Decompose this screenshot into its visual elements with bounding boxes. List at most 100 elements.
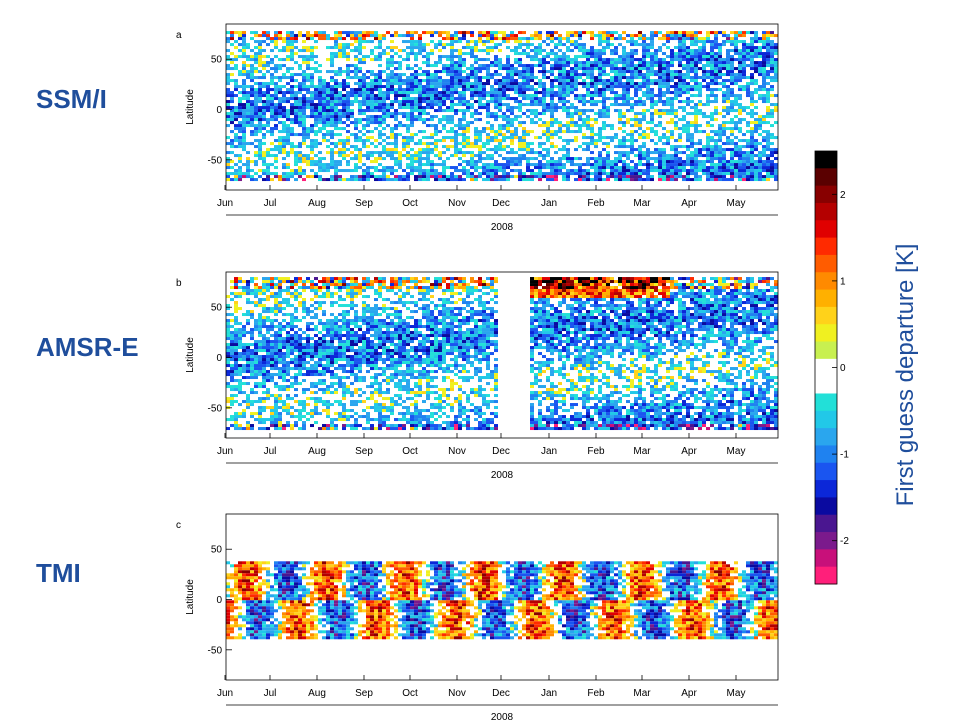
heatmap-cell: [482, 157, 486, 161]
heatmap-cell: [466, 160, 470, 164]
heatmap-cell: [378, 70, 382, 74]
heatmap-cell: [722, 106, 726, 110]
heatmap-cell: [266, 151, 270, 155]
heatmap-cell: [378, 136, 382, 140]
heatmap-cell: [446, 43, 450, 47]
heatmap-cell: [374, 109, 378, 113]
heatmap-cell: [330, 277, 334, 281]
heatmap-cell: [722, 73, 726, 77]
heatmap-cell: [646, 49, 650, 53]
heatmap-cell: [286, 97, 290, 101]
heatmap-cell: [262, 67, 266, 71]
heatmap-cell: [242, 106, 246, 110]
heatmap-cell: [634, 94, 638, 98]
heatmap-cell: [486, 127, 490, 131]
heatmap-cell: [410, 88, 414, 92]
heatmap-cell: [682, 160, 686, 164]
heatmap-cell: [606, 172, 610, 176]
heatmap-cell: [766, 43, 770, 47]
heatmap-cell: [642, 43, 646, 47]
heatmap-cell: [338, 148, 342, 152]
heatmap-cell: [278, 136, 282, 140]
heatmap-cell: [338, 154, 342, 158]
heatmap-cell: [242, 148, 246, 152]
heatmap-cell: [406, 124, 410, 128]
heatmap-cell: [582, 46, 586, 50]
heatmap-cell: [446, 277, 450, 281]
heatmap-cell: [254, 133, 258, 137]
heatmap-cell: [262, 85, 266, 89]
heatmap-cell: [326, 106, 330, 110]
heatmap-cell: [274, 166, 278, 170]
heatmap-cell: [630, 61, 634, 65]
heatmap-cell: [626, 76, 630, 80]
heatmap-cell: [242, 112, 246, 116]
heatmap-cell: [526, 79, 530, 83]
heatmap-cell: [398, 175, 402, 179]
heatmap-cell: [642, 118, 646, 122]
heatmap-cell: [714, 142, 718, 146]
heatmap-cell: [542, 91, 546, 95]
heatmap-cell: [314, 175, 318, 179]
heatmap-cell: [530, 43, 534, 47]
heatmap-cell: [774, 94, 778, 98]
heatmap-cell: [502, 148, 506, 152]
heatmap-cell: [418, 82, 422, 86]
heatmap-cell: [610, 160, 614, 164]
heatmap-cell: [390, 73, 394, 77]
heatmap-cell: [710, 73, 714, 77]
heatmap-cell: [746, 31, 750, 35]
heatmap-cell: [486, 82, 490, 86]
heatmap-cell: [686, 82, 690, 86]
heatmap-cell: [550, 178, 554, 182]
heatmap-cell: [418, 130, 422, 134]
heatmap-cell: [534, 76, 538, 80]
heatmap-cell: [242, 103, 246, 107]
heatmap-cell: [754, 148, 758, 152]
heatmap-cell: [338, 178, 342, 182]
heatmap-cell: [694, 148, 698, 152]
heatmap-cell: [406, 76, 410, 80]
heatmap-cell: [274, 46, 278, 50]
heatmap-cell: [714, 82, 718, 86]
heatmap-cell: [258, 49, 262, 53]
heatmap-cell: [338, 70, 342, 74]
heatmap-cell: [282, 64, 286, 68]
heatmap-cell: [490, 112, 494, 116]
heatmap-cell: [362, 145, 366, 149]
heatmap-cell: [286, 31, 290, 35]
heatmap-cell: [486, 139, 490, 143]
heatmap-cell: [674, 124, 678, 128]
heatmap-cell: [286, 70, 290, 74]
heatmap-cell: [650, 100, 654, 104]
heatmap-cell: [506, 115, 510, 119]
heatmap-cell: [770, 43, 774, 47]
heatmap-cell: [654, 49, 658, 53]
heatmap-cell: [558, 280, 562, 284]
panel-letter: b: [176, 278, 182, 289]
heatmap-cell: [462, 31, 466, 35]
heatmap-cell: [330, 121, 334, 125]
heatmap-cell: [242, 52, 246, 56]
heatmap-cell: [642, 280, 646, 284]
heatmap-cell: [258, 175, 262, 179]
heatmap-cell: [262, 31, 266, 35]
heatmap-cell: [542, 64, 546, 68]
heatmap-cell: [522, 52, 526, 56]
heatmap-cell: [462, 103, 466, 107]
heatmap-cell: [254, 109, 258, 113]
heatmap-cell: [242, 163, 246, 167]
heatmap-cell: [498, 148, 502, 152]
heatmap-cell: [590, 31, 594, 35]
heatmap-cell: [606, 175, 610, 179]
heatmap-cell: [694, 106, 698, 110]
heatmap-cell: [362, 94, 366, 98]
heatmap-cell: [374, 94, 378, 98]
heatmap-cell: [702, 64, 706, 68]
heatmap-cell: [546, 124, 550, 128]
heatmap-cell: [538, 85, 542, 89]
heatmap-cell: [290, 169, 294, 173]
heatmap-cell: [666, 85, 670, 89]
heatmap-cell: [670, 52, 674, 56]
heatmap-cell: [442, 109, 446, 113]
